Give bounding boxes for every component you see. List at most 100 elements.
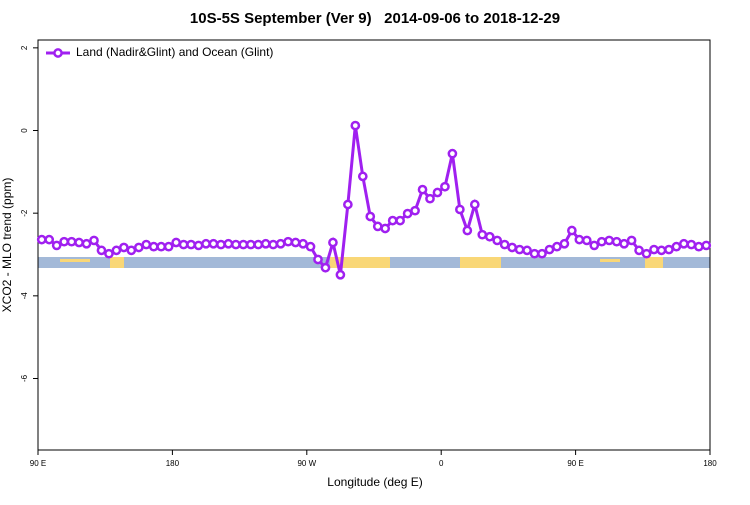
land-band: [60, 259, 90, 262]
data-point: [552, 241, 562, 252]
x-axis-label: Longitude (deg E): [327, 475, 422, 489]
data-point: [440, 181, 450, 192]
data-point: [469, 199, 480, 210]
data-point: [559, 238, 570, 249]
data-point: [193, 240, 204, 251]
data-point: [626, 235, 637, 246]
data-point: [208, 238, 219, 249]
land-band: [600, 259, 620, 262]
data-point: [417, 184, 428, 195]
data-point: [447, 148, 458, 159]
land-band: [460, 257, 501, 268]
land-band: [330, 257, 390, 268]
x-tick-label: 90 E: [567, 459, 583, 468]
data-point: [619, 238, 629, 249]
x-tick-label: 0: [439, 459, 444, 468]
data-point: [171, 237, 181, 248]
data-point: [186, 239, 196, 250]
y-tick-label: 2: [20, 45, 29, 50]
data-point: [268, 239, 279, 250]
data-point: [477, 229, 488, 240]
data-point: [126, 245, 137, 256]
land-band: [110, 257, 124, 268]
data-point: [410, 205, 420, 216]
data-point: [402, 208, 413, 219]
data-point: [96, 245, 107, 256]
data-point: [462, 225, 473, 236]
data-point: [260, 238, 271, 249]
data-point: [350, 120, 361, 131]
data-point: [514, 244, 525, 255]
data-point: [66, 236, 77, 247]
data-point: [141, 239, 152, 250]
data-point: [581, 235, 592, 246]
data-point: [634, 245, 644, 256]
data-point: [693, 241, 704, 252]
data-point: [148, 241, 159, 252]
data-point: [343, 199, 353, 210]
data-point: [89, 235, 99, 246]
data-point: [51, 240, 62, 251]
data-point: [320, 262, 331, 273]
data-point: [492, 235, 503, 246]
data-point: [649, 244, 659, 255]
data-point: [686, 239, 697, 250]
y-axis-label: XCO2 - MLO trend (ppm): [0, 178, 14, 313]
legend-marker: [53, 48, 63, 58]
data-point: [275, 238, 286, 249]
data-point: [335, 269, 346, 280]
data-point: [567, 225, 577, 236]
data-point: [701, 240, 712, 251]
data-point: [544, 244, 555, 255]
data-point: [44, 234, 55, 245]
data-point: [395, 215, 405, 226]
data-point: [671, 241, 682, 252]
data-point: [522, 245, 532, 256]
data-point: [216, 239, 226, 250]
data-point: [81, 238, 92, 249]
data-point: [313, 254, 323, 265]
data-point: [656, 245, 667, 256]
data-point: [328, 237, 338, 248]
y-tick-label: -4: [20, 292, 29, 300]
y-tick-label: -6: [20, 374, 29, 382]
data-point: [537, 248, 547, 259]
data-point: [111, 245, 122, 256]
data-point: [245, 239, 256, 250]
data-point: [507, 242, 517, 253]
data-point: [133, 242, 144, 253]
data-point: [290, 237, 301, 248]
data-point: [365, 211, 376, 222]
data-point: [223, 238, 234, 249]
map-strip: [38, 257, 710, 268]
data-point: [679, 238, 689, 249]
data-point: [201, 238, 211, 249]
y-tick-label: 0: [20, 128, 29, 133]
x-tick-label: 90 E: [30, 459, 46, 468]
data-point: [372, 221, 383, 232]
data-point: [238, 239, 249, 250]
data-point: [305, 241, 316, 252]
data-point: [357, 171, 368, 182]
data-point: [163, 241, 174, 252]
data-point: [104, 248, 114, 259]
data-point: [641, 248, 652, 259]
data-point: [596, 236, 607, 247]
data-point: [253, 239, 264, 250]
data-point: [589, 240, 600, 251]
x-tick-label: 90 W: [297, 459, 316, 468]
data-point: [611, 236, 622, 247]
data-point: [178, 239, 189, 250]
y-tick-label: -2: [20, 209, 29, 217]
data-point: [380, 223, 391, 234]
data-point: [529, 248, 540, 259]
x-tick-label: 180: [703, 459, 717, 468]
data-point: [455, 204, 465, 215]
x-tick-label: 180: [166, 459, 180, 468]
data-point: [484, 231, 495, 242]
chart-title: 10S-5S September (Ver 9) 2014-09-06 to 2…: [190, 10, 560, 27]
data-point: [604, 235, 615, 246]
data-point: [499, 239, 510, 250]
data-point: [664, 244, 674, 255]
